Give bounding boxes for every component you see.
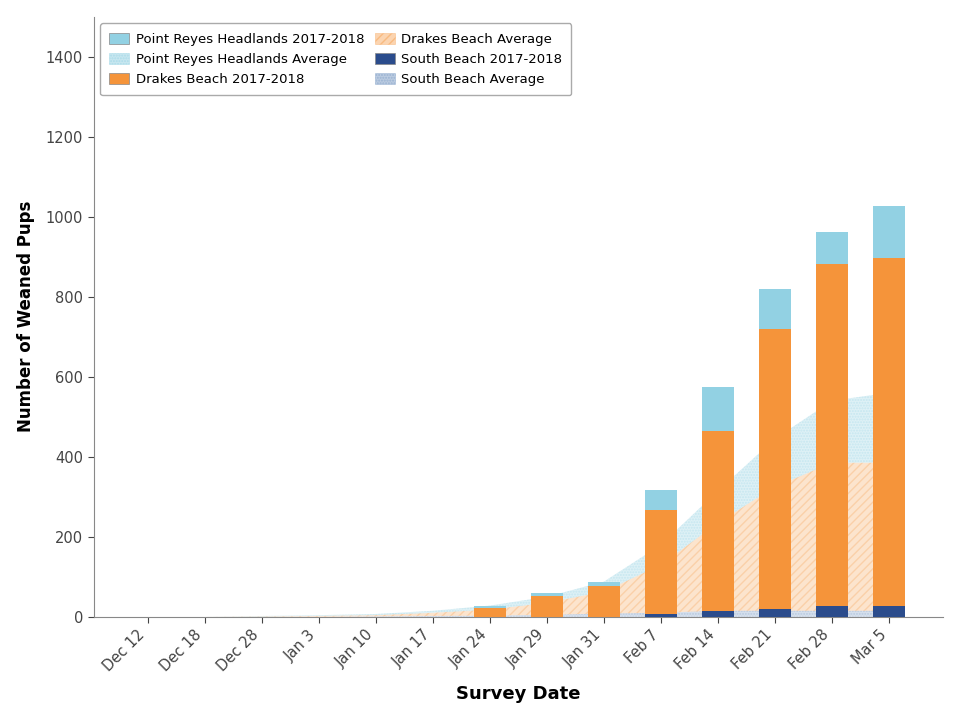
- Bar: [474, 606, 506, 608]
- Y-axis label: Number of Weaned Pups: Number of Weaned Pups: [16, 201, 35, 433]
- Bar: [531, 593, 563, 596]
- Bar: [703, 431, 733, 611]
- Bar: [703, 387, 733, 431]
- Bar: [874, 258, 904, 606]
- Bar: [645, 613, 677, 617]
- Bar: [703, 611, 733, 617]
- Bar: [759, 329, 791, 609]
- Legend: Point Reyes Headlands 2017-2018, Point Reyes Headlands Average, Drakes Beach 201: Point Reyes Headlands 2017-2018, Point R…: [100, 23, 571, 95]
- Bar: [759, 289, 791, 329]
- Bar: [588, 585, 619, 617]
- Bar: [645, 490, 677, 510]
- Bar: [874, 606, 904, 617]
- Bar: [816, 264, 848, 606]
- Bar: [588, 582, 619, 585]
- Bar: [645, 510, 677, 613]
- Bar: [816, 606, 848, 617]
- Bar: [816, 232, 848, 264]
- Bar: [531, 596, 563, 617]
- Bar: [474, 608, 506, 617]
- X-axis label: Survey Date: Survey Date: [456, 685, 581, 703]
- Bar: [874, 207, 904, 258]
- Bar: [759, 609, 791, 617]
